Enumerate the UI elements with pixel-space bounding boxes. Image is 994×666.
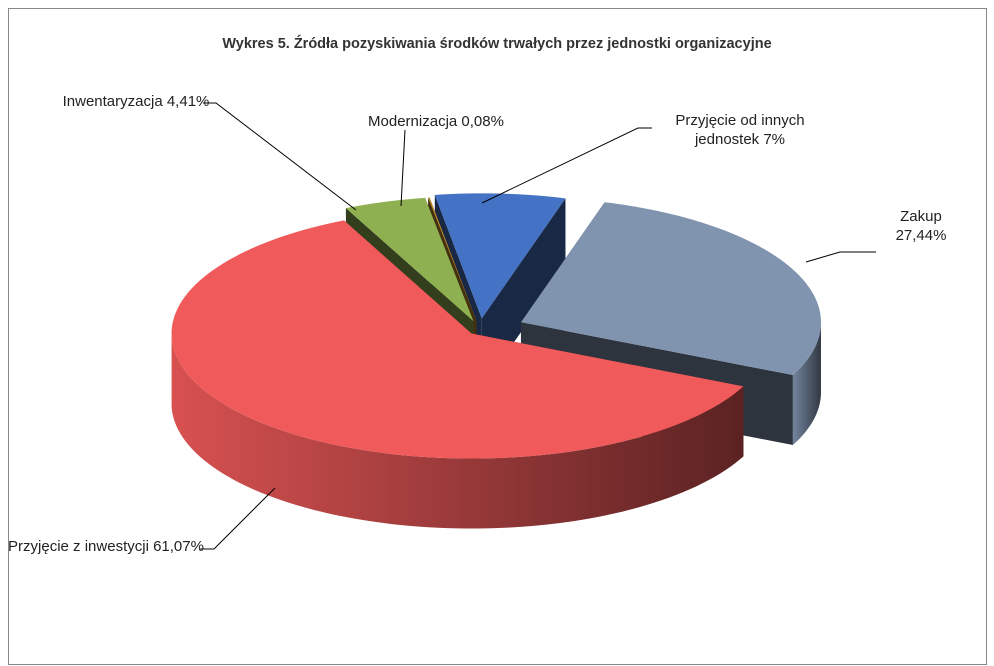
slice-top	[171, 220, 744, 459]
label-category: Przyjęcie od innych jednostek	[675, 112, 805, 148]
label-value: 4,41%	[166, 93, 210, 110]
label-value: 27,44%	[895, 227, 947, 244]
slice-top	[345, 197, 474, 322]
label-category: Modernizacja	[368, 113, 458, 130]
leader-line	[400, 129, 406, 207]
label-category: Inwentaryzacja	[62, 93, 163, 110]
pie-slice	[171, 220, 744, 529]
leader-line	[481, 127, 652, 204]
slice-wall	[171, 335, 744, 529]
label-category: Zakup	[900, 208, 942, 225]
label-value: 7%	[763, 131, 786, 148]
label-category: Przyjęcie z inwestycji	[8, 538, 149, 555]
leader-line	[200, 487, 276, 550]
leader-line	[203, 102, 357, 211]
leader-line	[805, 251, 876, 263]
slice-top	[520, 202, 821, 376]
data-label: Przyjęcie z inwestycji 61,07%	[4, 537, 209, 556]
data-label: Modernizacja 0,08%	[326, 112, 546, 131]
label-value: 61,07%	[153, 538, 204, 555]
data-label: Zakup 27,44%	[881, 207, 961, 245]
data-label: Przyjęcie od innych jednostek 7%	[645, 111, 835, 149]
chart-title: Wykres 5. Źródła pozyskiwania środków tr…	[222, 36, 772, 52]
slice-top	[428, 197, 477, 321]
slice-top	[434, 193, 566, 319]
slice-wall	[792, 322, 821, 446]
data-label: Inwentaryzacja 4,41%	[61, 92, 211, 111]
label-value: 0,08%	[461, 113, 504, 130]
